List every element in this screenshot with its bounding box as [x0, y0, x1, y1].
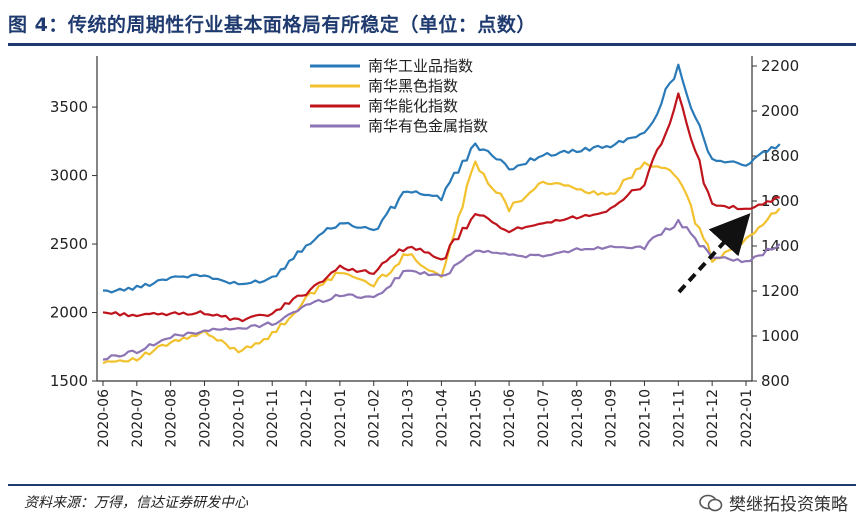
wechat-icon	[699, 494, 723, 511]
x-tick-label: 2020-06	[96, 389, 112, 448]
x-tick-label: 2021-12	[705, 389, 721, 448]
x-tick-label: 2021-07	[536, 389, 552, 448]
chart-title: 图 4：传统的周期性行业基本面格局有所稳定（单位：点数）	[8, 14, 536, 36]
legend-label: 南华有色金属指数	[368, 117, 488, 135]
x-tick-label: 2020-09	[198, 389, 214, 448]
x-tick-label: 2021-06	[502, 389, 518, 448]
x-tick-label: 2020-11	[265, 389, 281, 448]
y-left-tick-label: 3000	[50, 167, 88, 185]
x-tick-label: 2021-04	[434, 389, 450, 448]
y-left-tick-label: 1500	[50, 372, 88, 390]
x-tick-label: 2020-07	[130, 389, 146, 448]
x-tick-label: 2021-09	[604, 389, 620, 448]
series-line-4	[102, 218, 781, 361]
series-line-2	[102, 160, 781, 365]
x-tick-label: 2020-10	[231, 389, 247, 448]
x-tick-label: 2022-01	[739, 389, 755, 448]
source-note: 资料来源：万得，信达证券研发中心	[24, 495, 248, 511]
y-left-tick-label: 3500	[50, 98, 88, 116]
y-right-tick-label: 1200	[761, 282, 799, 300]
y-left-tick-label: 2000	[50, 304, 88, 322]
x-tick-label: 2021-03	[401, 389, 417, 448]
watermark-text: 樊继拓投资策略	[729, 495, 848, 515]
y-left-tick-label: 2500	[50, 235, 88, 253]
legend-label: 南华工业品指数	[368, 57, 473, 75]
x-tick-label: 2020-12	[299, 389, 315, 448]
y-right-tick-label: 1000	[761, 327, 799, 345]
x-tick-label: 2021-08	[570, 389, 586, 448]
series-group	[102, 63, 781, 365]
x-tick-label: 2021-02	[367, 389, 383, 448]
trend-arrow	[677, 213, 751, 294]
y-right-tick-label: 1800	[761, 147, 799, 165]
legend-label: 南华黑色指数	[368, 77, 458, 95]
x-tick-label: 2021-05	[468, 389, 484, 448]
x-tick-label: 2021-11	[671, 389, 687, 448]
y-right-tick-label: 2000	[761, 102, 799, 120]
series-line-3	[102, 92, 780, 323]
footer-rule	[8, 484, 856, 486]
x-tick-label: 2020-08	[164, 389, 180, 448]
y-right-tick-label: 1600	[761, 192, 799, 210]
watermark: 樊继拓投资策略	[699, 490, 848, 515]
title-rule	[8, 43, 856, 46]
legend-label: 南华能化指数	[368, 97, 458, 115]
axes-group: 3500 3000 2500 2000 1500 2200 2000 1800 1600 1400…	[50, 56, 799, 448]
y-right-tick-label: 1400	[761, 237, 799, 255]
chart-canvas: 3500 3000 2500 2000 1500 2200 2000 1800 1600 1400…	[50, 56, 799, 448]
x-tick-label: 2021-10	[637, 389, 653, 448]
y-right-tick-label: 800	[761, 372, 790, 390]
x-tick-label: 2021-01	[333, 389, 349, 448]
y-right-tick-label: 2200	[761, 57, 799, 75]
series-line-1	[102, 63, 781, 294]
